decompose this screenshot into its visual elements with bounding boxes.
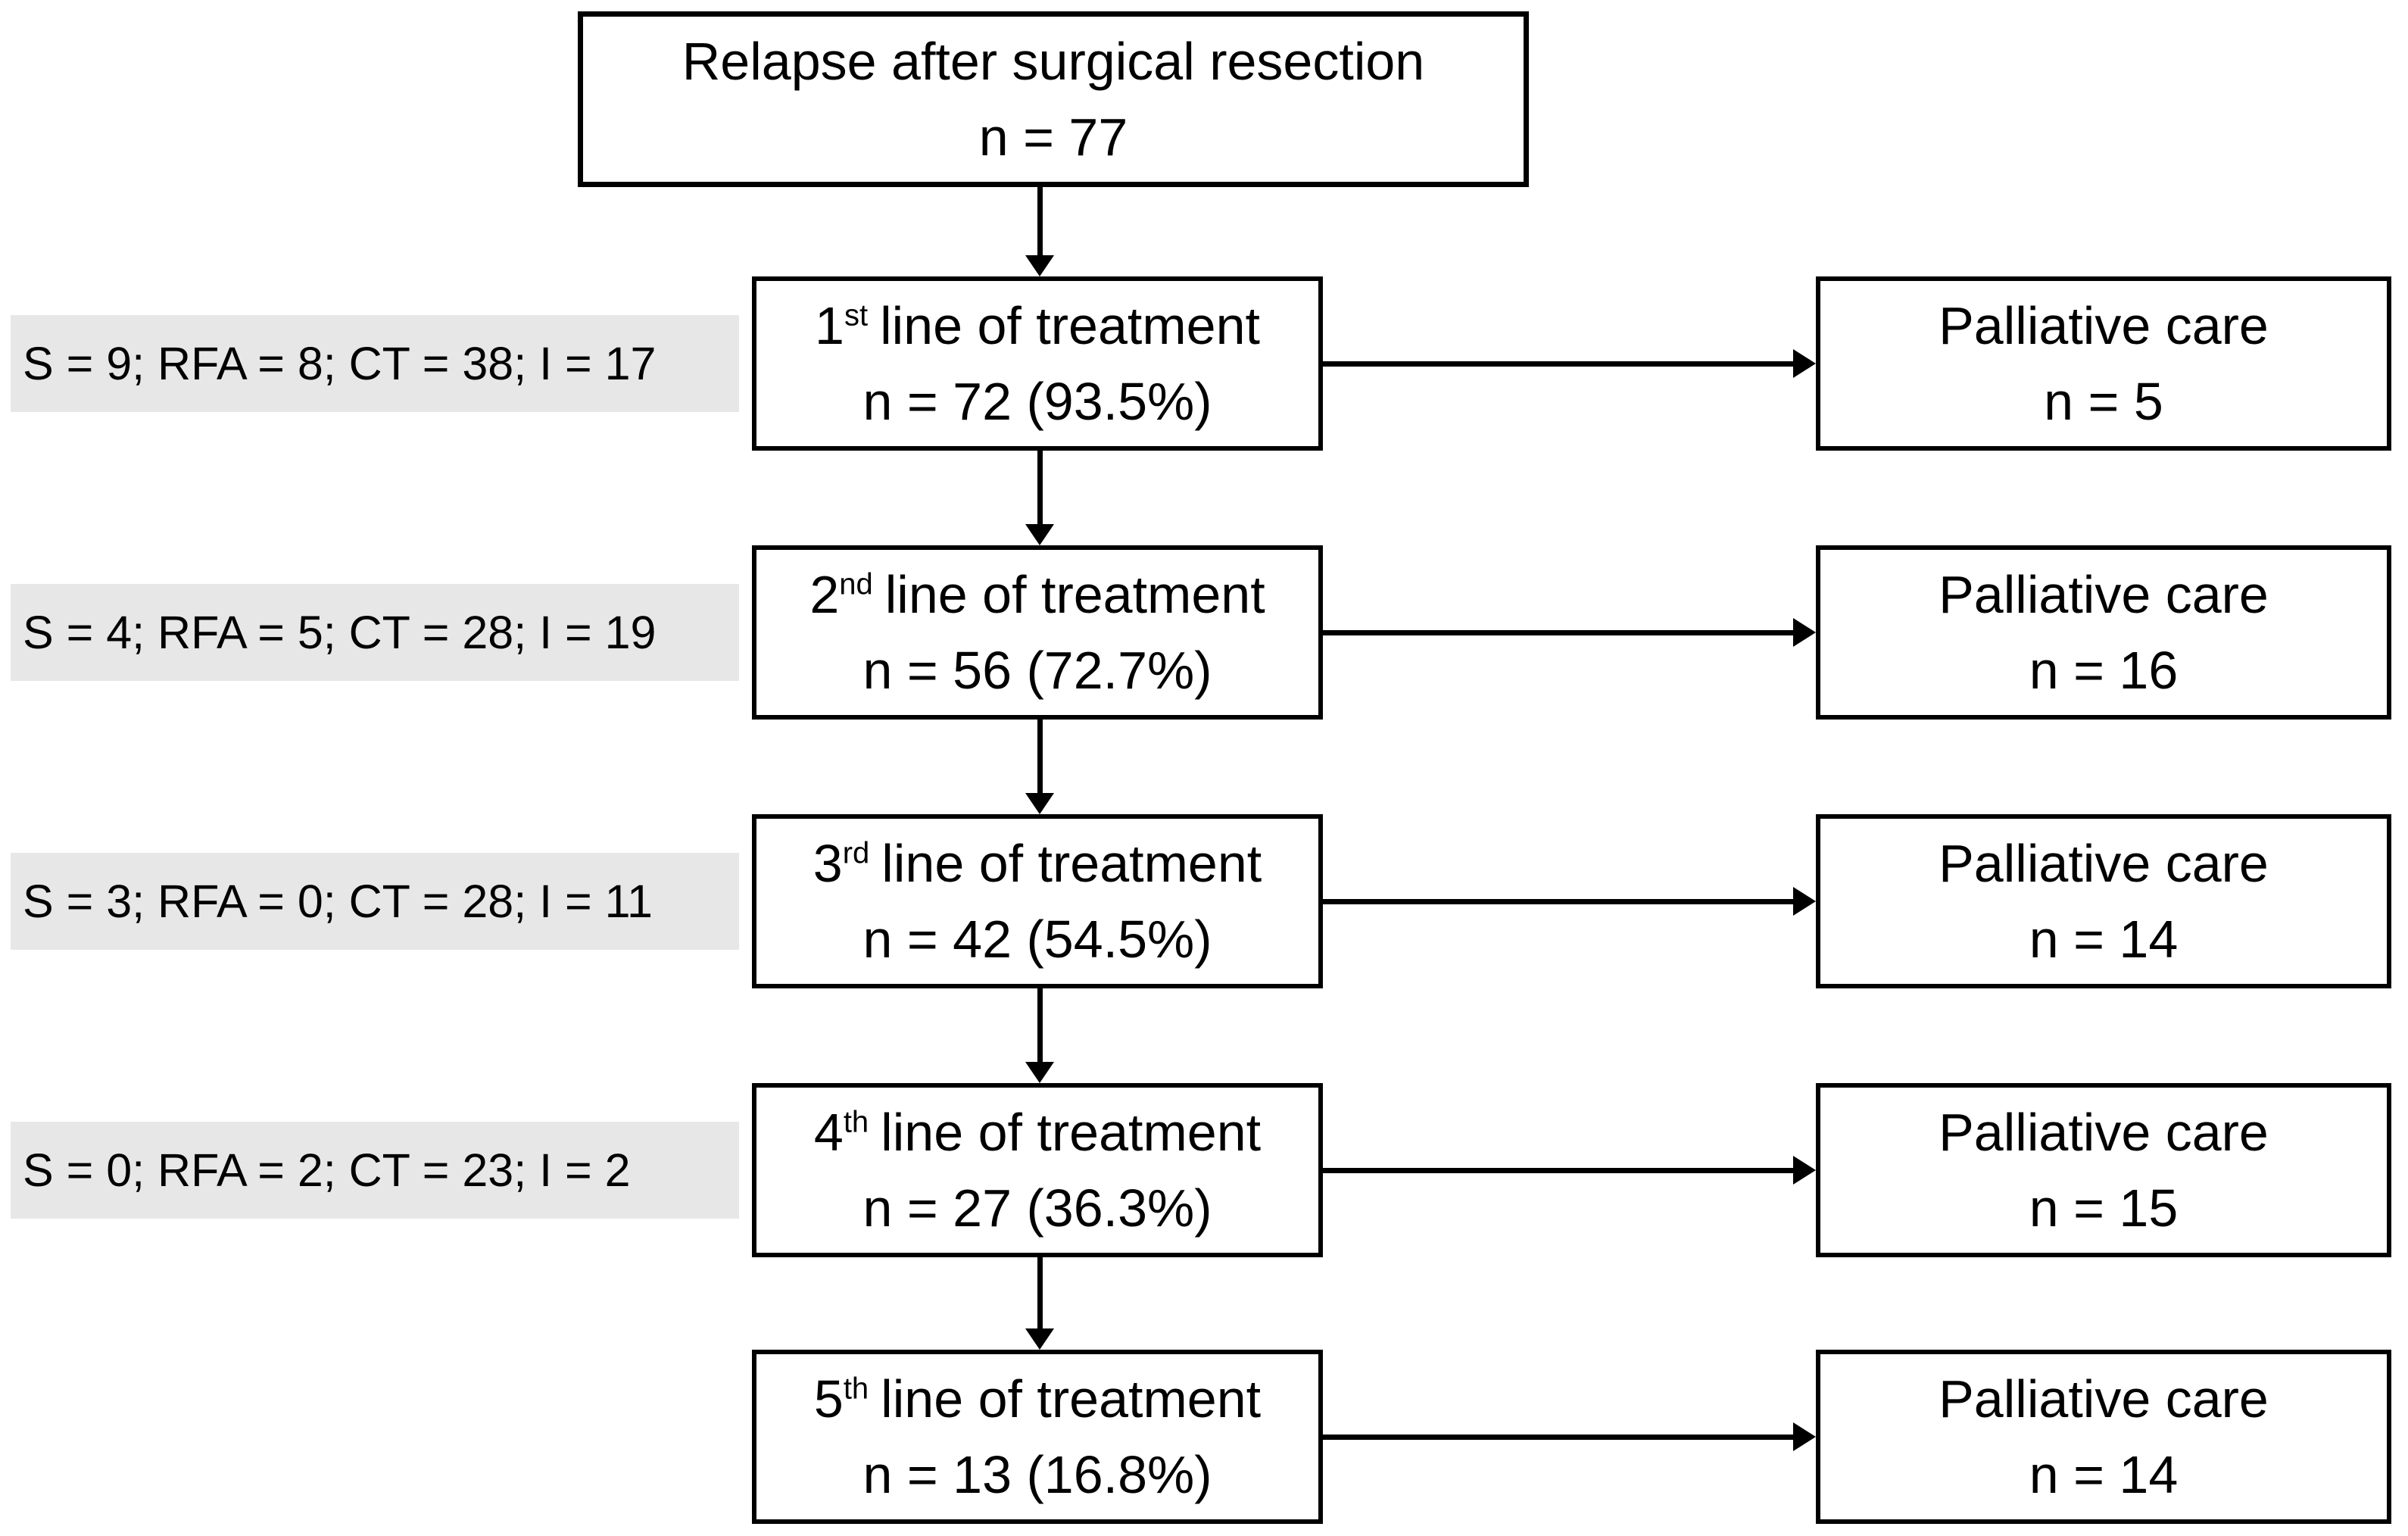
palliative-box-4: Palliative care n = 15 — [1816, 1083, 2391, 1257]
side-label-2: S = 4; RFA = 5; CT = 28; I = 19 — [11, 584, 739, 681]
ordinal-2-suffix: nd — [839, 567, 873, 601]
arrow-down-icon-4 — [1025, 1328, 1054, 1350]
connector-line-down-4 — [1037, 1257, 1043, 1328]
treatment-box-2-title: 2nd line of treatment — [809, 557, 1265, 632]
connector-line-down-3 — [1037, 988, 1043, 1062]
palliative-box-3: Palliative care n = 14 — [1816, 814, 2391, 988]
ordinal-5: 5 — [813, 1369, 844, 1428]
ordinal-1: 1 — [815, 296, 844, 355]
connector-line-down-0 — [1037, 187, 1043, 255]
arrow-right-icon-3 — [1793, 887, 1816, 916]
palliative-box-2-title: Palliative care — [1939, 565, 2269, 624]
ordinal-5-suffix: th — [843, 1372, 869, 1406]
treatment-box-2: 2nd line of treatment n = 56 (72.7%) — [752, 545, 1323, 720]
ordinal-2: 2 — [809, 565, 840, 624]
treatment-4-label: line of treatment — [881, 1103, 1262, 1162]
palliative-box-4-count: n = 15 — [2029, 1179, 2179, 1238]
arrow-down-icon-0 — [1025, 255, 1054, 276]
root-box-count: n = 77 — [978, 108, 1128, 167]
connector-line-right-4 — [1323, 1168, 1795, 1173]
palliative-box-3-count: n = 14 — [2029, 910, 2179, 969]
side-label-2-text: S = 4; RFA = 5; CT = 28; I = 19 — [23, 607, 657, 658]
side-label-3: S = 3; RFA = 0; CT = 28; I = 11 — [11, 853, 739, 950]
treatment-box-3: 3rd line of treatment n = 42 (54.5%) — [752, 814, 1323, 988]
connector-line-right-2 — [1323, 630, 1795, 635]
palliative-box-2-count: n = 16 — [2029, 641, 2179, 700]
treatment-box-1-count: n = 72 (93.5%) — [862, 372, 1212, 431]
arrow-down-icon-3 — [1025, 1062, 1054, 1083]
arrow-right-icon-2 — [1793, 618, 1816, 647]
treatment-box-5-title: 5th line of treatment — [814, 1361, 1261, 1437]
arrow-down-icon-2 — [1025, 793, 1054, 814]
treatment-box-1: 1st line of treatment n = 72 (93.5%) — [752, 276, 1323, 451]
treatment-box-3-title: 3rd line of treatment — [813, 826, 1262, 901]
treatment-box-4-count: n = 27 (36.3%) — [862, 1179, 1212, 1238]
connector-line-down-1 — [1037, 451, 1043, 524]
ordinal-3-suffix: rd — [842, 836, 870, 870]
side-label-1-text: S = 9; RFA = 8; CT = 38; I = 17 — [23, 338, 657, 389]
treatment-box-5-count: n = 13 (16.8%) — [862, 1445, 1212, 1504]
palliative-box-5: Palliative care n = 14 — [1816, 1350, 2391, 1524]
treatment-box-2-count: n = 56 (72.7%) — [862, 641, 1212, 700]
palliative-box-3-title: Palliative care — [1939, 834, 2269, 893]
treatment-box-4: 4th line of treatment n = 27 (36.3%) — [752, 1083, 1323, 1257]
arrow-right-icon-4 — [1793, 1156, 1816, 1185]
palliative-box-1: Palliative care n = 5 — [1816, 276, 2391, 451]
treatment-3-label: line of treatment — [881, 834, 1262, 893]
side-label-3-text: S = 3; RFA = 0; CT = 28; I = 11 — [23, 876, 653, 927]
treatment-box-4-title: 4th line of treatment — [814, 1094, 1261, 1170]
palliative-box-2: Palliative care n = 16 — [1816, 545, 2391, 720]
ordinal-4: 4 — [813, 1103, 844, 1162]
treatment-1-label: line of treatment — [880, 296, 1260, 355]
arrow-right-icon-5 — [1793, 1422, 1816, 1451]
treatment-5-label: line of treatment — [881, 1369, 1262, 1428]
side-label-4: S = 0; RFA = 2; CT = 23; I = 2 — [11, 1122, 739, 1219]
ordinal-1-suffix: st — [844, 298, 869, 332]
treatment-box-3-count: n = 42 (54.5%) — [862, 910, 1212, 969]
root-box: Relapse after surgical resection n = 77 — [578, 11, 1529, 187]
treatment-2-label: line of treatment — [884, 565, 1265, 624]
side-label-4-text: S = 0; RFA = 2; CT = 23; I = 2 — [23, 1144, 631, 1196]
ordinal-4-suffix: th — [843, 1105, 869, 1139]
connector-line-down-2 — [1037, 720, 1043, 793]
side-label-1: S = 9; RFA = 8; CT = 38; I = 17 — [11, 315, 739, 412]
arrow-right-icon-1 — [1793, 349, 1816, 378]
palliative-box-5-title: Palliative care — [1939, 1369, 2269, 1428]
treatment-box-5: 5th line of treatment n = 13 (16.8%) — [752, 1350, 1323, 1524]
palliative-box-5-count: n = 14 — [2029, 1445, 2179, 1504]
ordinal-3: 3 — [813, 834, 843, 893]
connector-line-right-3 — [1323, 899, 1795, 904]
palliative-box-1-count: n = 5 — [2044, 372, 2163, 431]
arrow-down-icon-1 — [1025, 524, 1054, 545]
connector-line-right-5 — [1323, 1435, 1795, 1440]
root-box-title: Relapse after surgical resection — [682, 32, 1425, 91]
palliative-box-4-title: Palliative care — [1939, 1103, 2269, 1162]
palliative-box-1-title: Palliative care — [1939, 296, 2269, 355]
treatment-box-1-title: 1st line of treatment — [815, 288, 1260, 364]
connector-line-right-1 — [1323, 361, 1795, 367]
